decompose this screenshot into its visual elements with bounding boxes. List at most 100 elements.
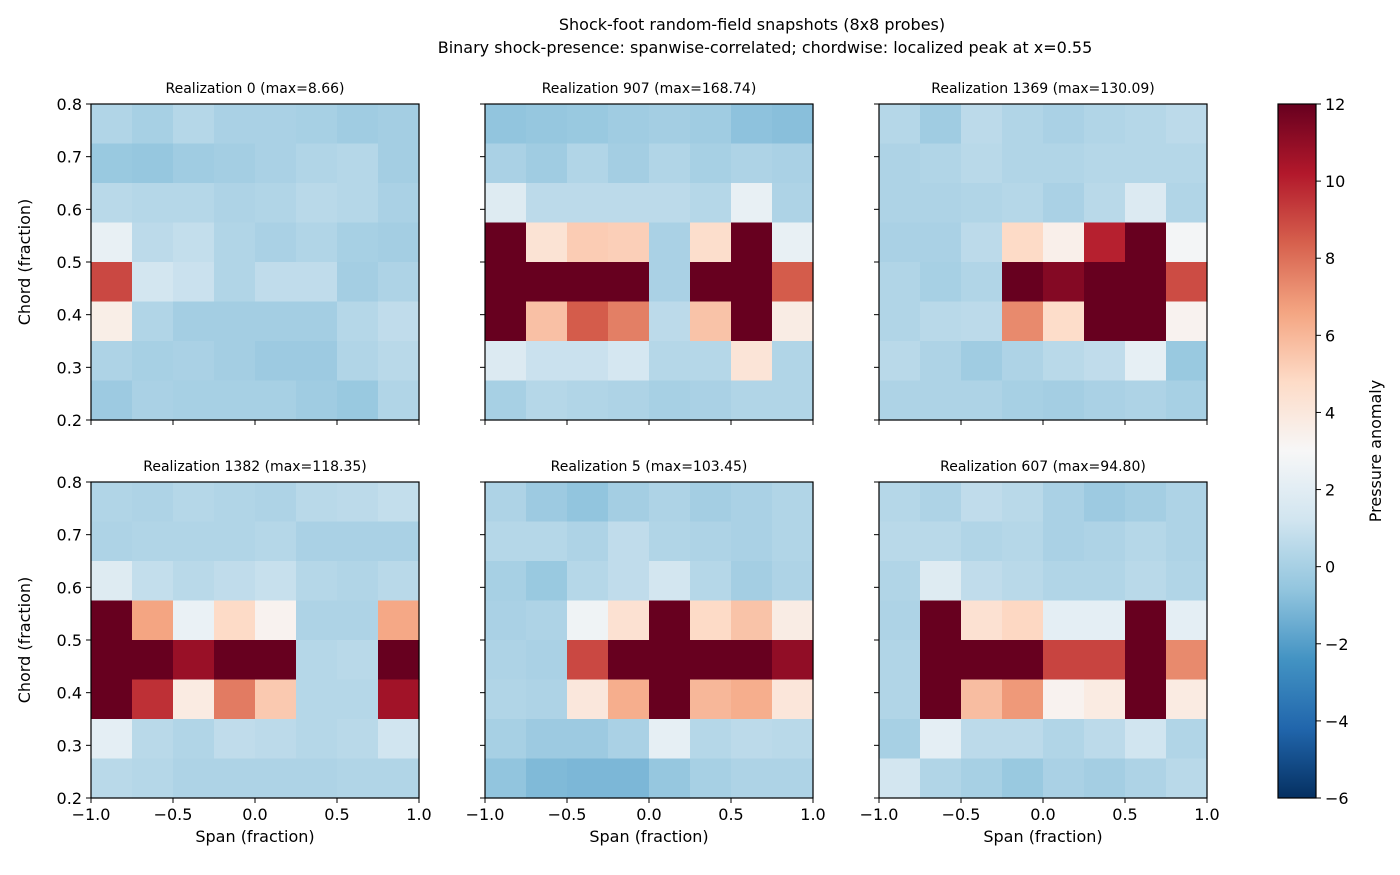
heatmap-cell [879, 758, 921, 799]
heatmap-panels: Realization 0 (max=8.66) 0.2 0.3 0.4 0.5 0.6 0… [15, 81, 1220, 846]
heatmap-cell [173, 380, 215, 421]
heatmap-cell [132, 482, 174, 523]
heatmap-cell [296, 380, 338, 421]
heatmap-cell [920, 521, 962, 562]
heatmap-cell [961, 301, 1003, 342]
heatmap-cell [649, 222, 691, 263]
heatmap-cell [1002, 719, 1044, 760]
heatmap-cell [690, 183, 732, 224]
heatmap-cell [1125, 600, 1167, 641]
heatmap-cell [1084, 183, 1126, 224]
heatmap-cell [296, 600, 338, 641]
heatmap-cell [378, 600, 420, 641]
heatmap-cell [649, 679, 691, 720]
colorbar-tick-label: −2 [1325, 635, 1349, 654]
heatmap-cell [132, 640, 174, 681]
heatmap-cell [1084, 104, 1126, 145]
heatmap-cell [378, 183, 420, 224]
y-tick-label: 0.4 [57, 684, 82, 703]
y-tick-label: 0.5 [57, 631, 82, 650]
heatmap-cell [961, 719, 1003, 760]
heatmap-cell [608, 640, 650, 681]
heatmap-cell [337, 561, 379, 602]
heatmap-cell [1084, 482, 1126, 523]
heatmap-cell [608, 341, 650, 382]
heatmap-cell [526, 143, 568, 184]
heatmap-cell [91, 143, 133, 184]
heatmap-cell [132, 341, 174, 382]
heatmap-cell [255, 183, 297, 224]
heatmap-cell [378, 719, 420, 760]
heatmap-cell [731, 640, 773, 681]
y-tick-label: 0.5 [57, 253, 82, 272]
heatmap-cell [526, 600, 568, 641]
heatmap-cell [337, 262, 379, 303]
panel-title: Realization 607 (max=94.80) [940, 459, 1146, 475]
heatmap-cell [526, 561, 568, 602]
heatmap-cell [296, 183, 338, 224]
colorbar: −6 −4 −2 0 2 4 6 8 10 12 Pressure anomaly [1277, 95, 1385, 808]
heatmap-cell [526, 183, 568, 224]
heatmap-cell [296, 758, 338, 799]
heatmap-cell [567, 640, 609, 681]
heatmap-cell [173, 561, 215, 602]
heatmap-cell [879, 640, 921, 681]
figure-title-line1: Shock-foot random-field snapshots (8x8 p… [559, 15, 945, 34]
heatmap-cell [173, 600, 215, 641]
heatmap-cell [1166, 104, 1208, 145]
heatmap-cell [1043, 640, 1085, 681]
heatmap-cell [485, 561, 527, 602]
heatmap-cell [1002, 758, 1044, 799]
heatmap-cell [1043, 222, 1085, 263]
heatmap-cell [772, 262, 814, 303]
heatmap-cell [255, 561, 297, 602]
heatmap-cell [731, 143, 773, 184]
heatmap-cell [961, 521, 1003, 562]
heatmap-cell [255, 679, 297, 720]
colorbar-gradient [1278, 104, 1316, 798]
x-tick-label: −0.5 [942, 805, 981, 824]
heatmap-cell [255, 640, 297, 681]
heatmap-cell [690, 222, 732, 263]
heatmap-cell [731, 222, 773, 263]
heatmap-cell [1002, 600, 1044, 641]
heatmap-cell [214, 679, 256, 720]
heatmap-cell [173, 104, 215, 145]
heatmap-cell [173, 758, 215, 799]
heatmap-cell [608, 758, 650, 799]
heatmap-cell [296, 262, 338, 303]
heatmap-panel: Realization 607 (max=94.80) −1.0 −0.5 0.0 0.… [860, 459, 1220, 846]
y-tick-label: 0.3 [57, 736, 82, 755]
heatmap-cell [91, 600, 133, 641]
heatmap-cell [91, 719, 133, 760]
heatmap-cell [920, 380, 962, 421]
heatmap-cell [173, 482, 215, 523]
x-tick-label: −0.5 [548, 805, 587, 824]
heatmap-cell [526, 719, 568, 760]
heatmap-cell [731, 719, 773, 760]
heatmap-cell [378, 521, 420, 562]
heatmap-cell [920, 482, 962, 523]
heatmap-cell [378, 679, 420, 720]
heatmap-cell [485, 719, 527, 760]
heatmap-cell [1125, 301, 1167, 342]
heatmap-cell [1084, 262, 1126, 303]
heatmap-cell [1043, 600, 1085, 641]
heatmap-cell [567, 679, 609, 720]
heatmap-cell [879, 600, 921, 641]
x-tick-label: −1.0 [72, 805, 111, 824]
heatmap-cell [879, 262, 921, 303]
heatmap-cell [731, 600, 773, 641]
heatmap-cell [1166, 262, 1208, 303]
heatmap-cell [296, 561, 338, 602]
heatmap-cell [214, 301, 256, 342]
heatmap-cell [337, 301, 379, 342]
heatmap-cell [255, 521, 297, 562]
heatmap-cell [526, 341, 568, 382]
heatmap-cell [132, 301, 174, 342]
heatmap-cell [485, 104, 527, 145]
x-tick-label: −1.0 [860, 805, 899, 824]
x-tick-label: 1.0 [800, 805, 825, 824]
colorbar-label: Pressure anomaly [1366, 380, 1385, 522]
x-tick-label: 1.0 [1194, 805, 1219, 824]
